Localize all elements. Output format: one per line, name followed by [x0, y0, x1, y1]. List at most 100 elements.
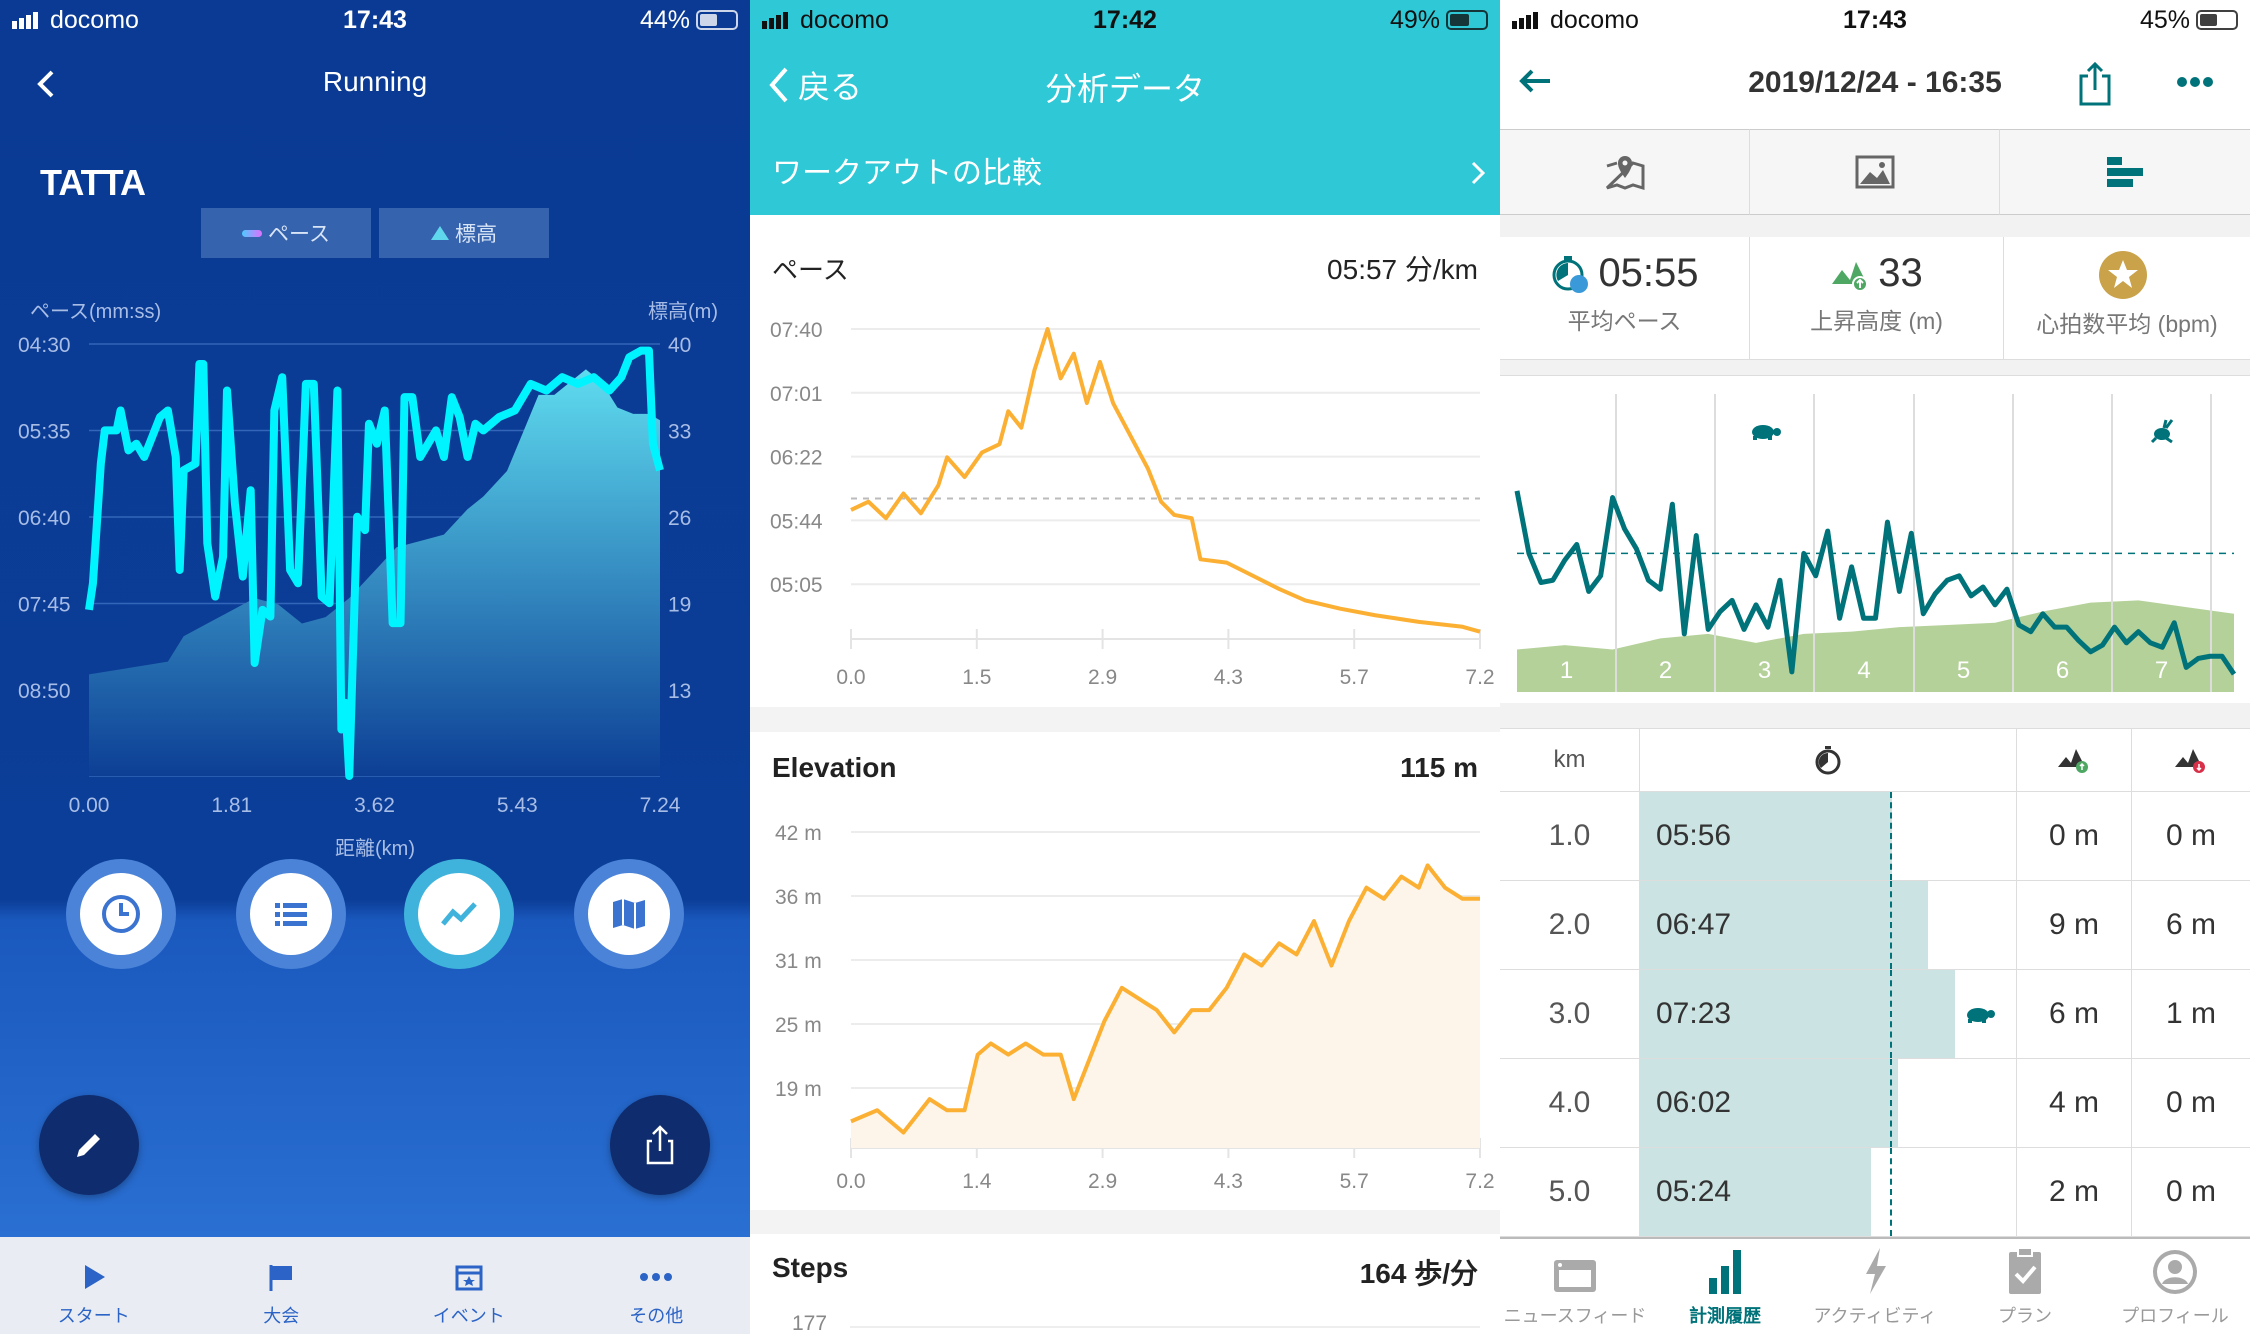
battery-icon	[696, 10, 738, 30]
bar-list-icon	[2107, 157, 2143, 187]
y-tick-label: 05:05	[770, 574, 823, 597]
tab-event[interactable]: イベント	[375, 1237, 563, 1334]
km-label: 1	[1560, 657, 1573, 684]
tab-activity[interactable]: アクティビティ	[1800, 1239, 1950, 1334]
share-button[interactable]	[2078, 61, 2112, 111]
elevation-area	[1517, 600, 2234, 692]
clock: 17:43	[1843, 6, 1907, 34]
stat-label: 心拍数平均 (bpm)	[2036, 311, 2218, 337]
divider	[1500, 215, 2250, 237]
legend-label: ペース	[268, 223, 330, 246]
pace-bar	[1640, 970, 1955, 1058]
tab-map[interactable]	[1500, 129, 1750, 215]
divider	[1500, 359, 2250, 376]
y-tick-label: 31 m	[775, 950, 822, 973]
pace-cell: 05:56	[1639, 792, 2016, 881]
page-title: 分析データ	[1044, 71, 1205, 107]
stat-average-pace: 05:55 平均ペース	[1500, 237, 1750, 359]
elevation-area	[89, 369, 660, 776]
tab-history[interactable]: 計測履歴	[1650, 1239, 1800, 1334]
edit-button[interactable]	[39, 1095, 139, 1195]
header: docomo 17:42 49% 戻る 分析データ ワークアウトの比較	[750, 0, 1500, 215]
x-tick-label: 1.4	[962, 1170, 992, 1193]
x-tick-label: 7.24	[640, 794, 681, 817]
tab-events-race[interactable]: 大会	[188, 1237, 376, 1334]
stat-heart-rate: 心拍数平均 (bpm)	[2004, 237, 2250, 359]
list-view-button[interactable]	[236, 859, 346, 969]
tab-splits[interactable]	[2000, 129, 2250, 215]
column-header-ascent	[2016, 729, 2131, 792]
tab-label: 計測履歴	[1689, 1306, 1761, 1326]
compare-label: ワークアウトの比較	[772, 157, 1042, 190]
descent-cell: 0 m	[2131, 1059, 2250, 1148]
share-button[interactable]	[610, 1095, 710, 1195]
y-tick-right: 13	[668, 680, 691, 703]
elevation-triangle-icon	[431, 226, 449, 240]
analysis-screen: docomo 17:42 49% 戻る 分析データ ワークアウトの比較 ペース …	[750, 0, 1500, 1334]
carrier-label: docomo	[1550, 6, 1639, 34]
pace-line	[1514, 490, 2237, 676]
turtle-slow-icon	[1967, 1008, 1995, 1023]
stat-label: 平均ペース	[1567, 308, 1682, 334]
tab-label: ニュースフィード	[1503, 1306, 1647, 1326]
divider	[1500, 703, 2250, 729]
ascent-cell: 2 m	[2016, 1148, 2131, 1237]
compare-workouts-row[interactable]: ワークアウトの比較	[750, 140, 1500, 200]
more-button[interactable]	[2176, 72, 2216, 97]
legend-label: 標高	[455, 223, 497, 246]
column-header-descent	[2131, 729, 2250, 792]
tab-label: 大会	[263, 1306, 300, 1326]
back-button[interactable]	[1514, 64, 1558, 103]
y-tick-left: 05:35	[18, 421, 71, 444]
y-tick-label: 36 m	[775, 886, 822, 909]
tab-newsfeed[interactable]: ニュースフィード	[1500, 1239, 1650, 1334]
pace-card-title: ペース	[772, 255, 849, 285]
pace-bar	[1640, 881, 1928, 969]
chevron-right-icon	[1471, 161, 1486, 185]
time-view-button[interactable]	[66, 859, 176, 969]
back-button[interactable]: 戻る	[764, 62, 862, 108]
x-tick-label: 0.0	[836, 1170, 865, 1193]
legend-toggle-pace[interactable]: ペース	[201, 208, 371, 258]
tab-plan[interactable]: プラン	[1950, 1239, 2100, 1334]
status-bar: docomo 17:42 49%	[750, 0, 1500, 40]
x-tick-label: 4.3	[1214, 666, 1243, 689]
x-tick-label: 3.62	[354, 794, 395, 817]
x-tick-label: 2.9	[1088, 1170, 1117, 1193]
pace-bar	[1640, 1148, 1871, 1236]
chart-view-button[interactable]	[404, 859, 514, 969]
clipboard-icon	[2009, 1247, 2041, 1294]
x-tick-label: 1.5	[962, 666, 991, 689]
page-title: Running	[322, 66, 428, 97]
tatta-app-screen: docomo 17:43 44% Running TATTA ペース 標高 ペー…	[0, 0, 750, 1334]
map-view-button[interactable]	[574, 859, 684, 969]
pace-card-value: 05:57 分/km	[1327, 254, 1478, 285]
y-tick-label: 05:44	[770, 510, 823, 533]
tatta-logo: TATTA	[40, 162, 146, 203]
x-tick-label: 0.0	[836, 666, 865, 689]
back-button[interactable]	[28, 62, 68, 106]
km-label: 6	[2056, 657, 2069, 684]
flag-icon	[269, 1265, 293, 1291]
battery-percent: 44%	[639, 6, 690, 34]
tab-more[interactable]: その他	[563, 1237, 751, 1334]
map-pin-icon	[1605, 156, 1644, 191]
tab-start[interactable]: スタート	[0, 1237, 188, 1334]
pace-swatch-icon	[242, 229, 263, 237]
chevron-left-icon	[37, 70, 54, 98]
tab-label: スタート	[57, 1306, 130, 1326]
elevation-line	[850, 863, 1480, 1135]
legend-toggle-elevation[interactable]: 標高	[379, 208, 549, 258]
km-cell: 3.0	[1500, 970, 1639, 1059]
back-label: 戻る	[798, 69, 863, 105]
average-pace-line	[1890, 1059, 1892, 1147]
y-axis-label-left: ペース(mm:ss)	[30, 301, 162, 323]
x-tick-label: 1.81	[211, 794, 252, 817]
pace-cell: 06:47	[1639, 881, 2016, 970]
average-pace-line	[1890, 1148, 1892, 1236]
tab-photos[interactable]	[1750, 129, 2000, 215]
stat-label: 上昇高度 (m)	[1810, 308, 1943, 334]
tab-profile[interactable]: プロフィール	[2100, 1239, 2250, 1334]
clock: 17:42	[1093, 6, 1157, 34]
descent-cell: 0 m	[2131, 1148, 2250, 1237]
